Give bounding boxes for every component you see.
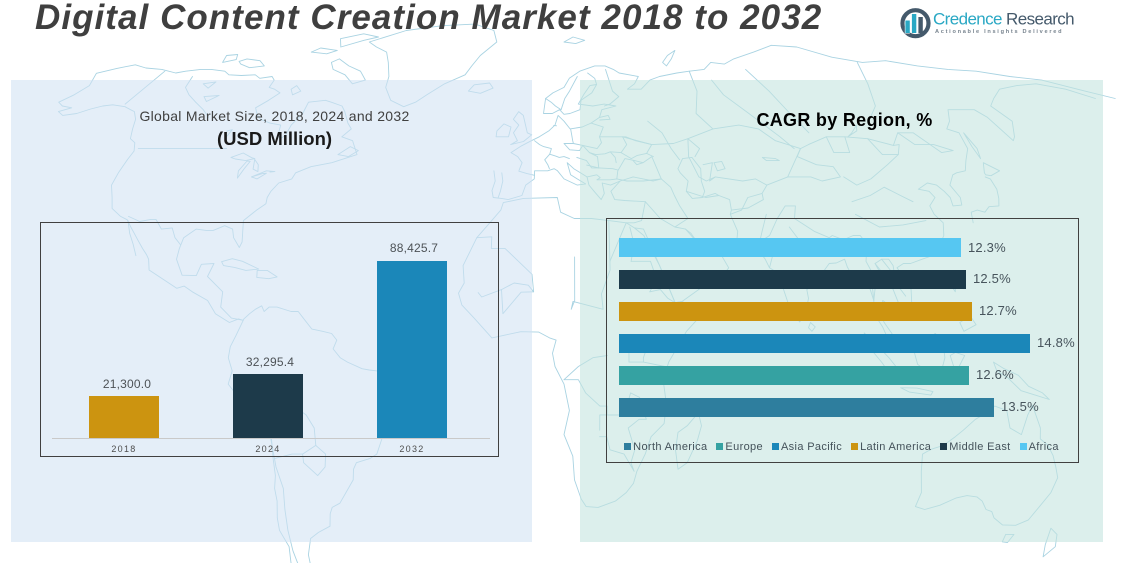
svg-text:Credence Research: Credence Research (933, 10, 1074, 29)
svg-text:Actionable Insights Delivered: Actionable Insights Delivered (935, 29, 1063, 35)
